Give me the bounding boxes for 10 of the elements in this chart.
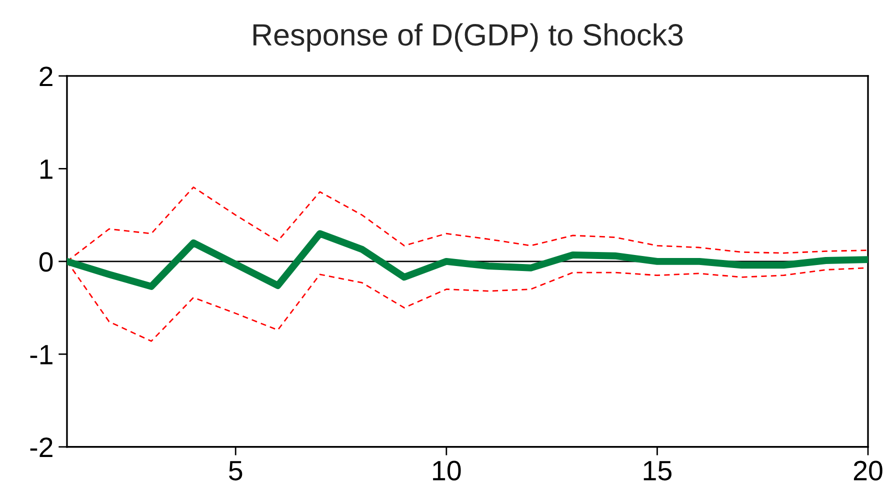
chart-title: Response of D(GDP) to Shock3	[253, 23, 683, 52]
y-tick-label: 2	[40, 66, 52, 86]
y-tick-label: 1	[40, 160, 52, 179]
x-tick-label: 10	[433, 460, 461, 480]
y-tick-label: -2	[30, 438, 52, 457]
x-tick-label: 20	[854, 460, 882, 480]
x-tick-label: 15	[644, 461, 672, 480]
x-tick-label: 5	[229, 461, 242, 480]
y-tick-label: -1	[30, 345, 52, 364]
y-tick-label: 0	[39, 252, 53, 272]
